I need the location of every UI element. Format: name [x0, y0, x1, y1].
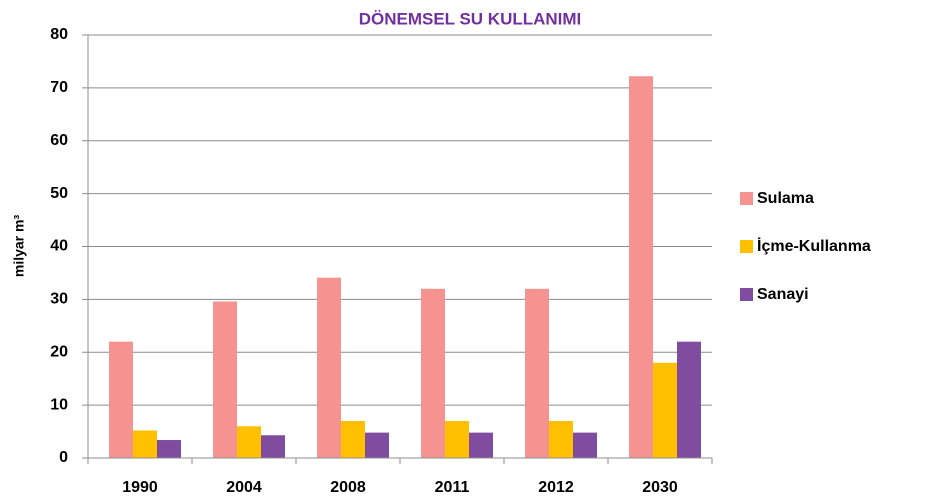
- bar: [445, 420, 469, 458]
- bar: [365, 432, 389, 458]
- legend-label: İçme-Kullanma: [757, 237, 871, 255]
- y-tick-label: 10: [50, 396, 68, 413]
- bar: [213, 301, 237, 458]
- y-tick-label: 50: [50, 185, 68, 202]
- bar: [237, 426, 261, 458]
- bar: [109, 341, 133, 458]
- y-tick-label: 60: [50, 132, 68, 149]
- y-tick-label: 40: [50, 238, 68, 255]
- x-tick-label: 2011: [435, 479, 470, 496]
- y-axis-label: milyar m³: [11, 215, 27, 278]
- bar: [573, 432, 597, 458]
- bar: [677, 341, 701, 458]
- y-tick-label: 0: [59, 449, 68, 466]
- y-tick-label: 80: [50, 26, 68, 43]
- bar: [549, 420, 573, 458]
- y-tick-label: 70: [50, 79, 68, 96]
- x-tick-label: 2008: [330, 479, 366, 496]
- bar: [421, 288, 445, 458]
- bar: [133, 430, 157, 458]
- y-tick-label: 30: [50, 291, 68, 308]
- bar: [157, 440, 181, 458]
- bar: [317, 277, 341, 458]
- bar: [261, 435, 285, 458]
- legend-swatch: [740, 288, 753, 301]
- bar: [653, 362, 677, 458]
- x-tick-label: 2030: [642, 479, 678, 496]
- legend-swatch: [740, 192, 753, 205]
- legend-label: Sulama: [757, 190, 814, 207]
- bar: [525, 288, 549, 458]
- y-tick-label: 20: [50, 343, 68, 360]
- x-tick-label: 2012: [538, 479, 574, 496]
- legend-swatch: [740, 240, 753, 253]
- x-tick-label: 1990: [122, 479, 158, 496]
- x-tick-label: 2004: [226, 479, 262, 496]
- chart-title: DÖNEMSEL SU KULLANIMI: [359, 9, 582, 28]
- legend-label: Sanayi: [757, 286, 809, 303]
- bar: [341, 420, 365, 458]
- bar: [629, 76, 653, 459]
- bar: [469, 432, 493, 458]
